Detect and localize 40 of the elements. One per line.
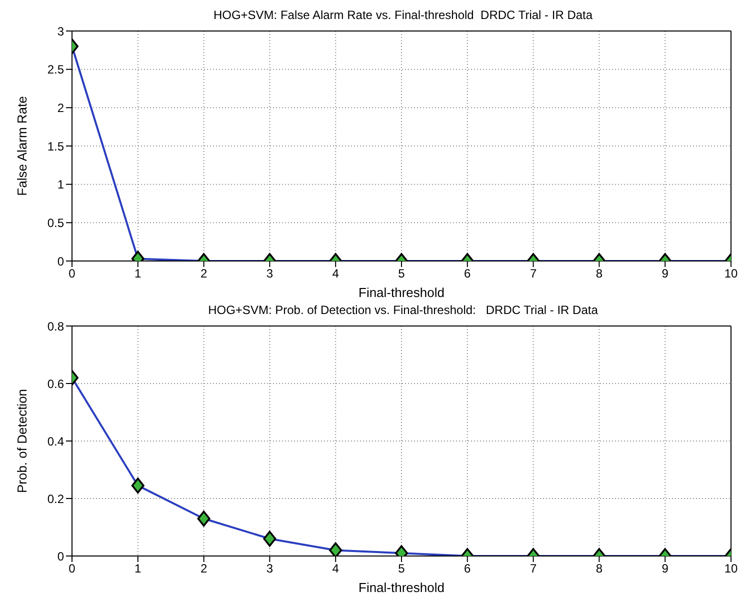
- y-tick-label: 1.5: [47, 139, 64, 154]
- x-tick-label: 3: [266, 266, 274, 281]
- x-tick-label: 9: [662, 266, 669, 281]
- y-tick-label: 1: [57, 178, 64, 192]
- x-tick-label: 2: [200, 266, 208, 281]
- x-tick-label: 0: [68, 266, 76, 281]
- y-tick-label: 0.6: [47, 376, 64, 391]
- x-tick-label: 1: [134, 266, 142, 281]
- y-tick-label: 3: [57, 24, 64, 38]
- y-tick-label: 0: [57, 549, 64, 564]
- y-tick-label: 0.5: [47, 216, 64, 230]
- x-axis-title: Final-threshold: [358, 580, 444, 595]
- x-tick-label: 0: [68, 562, 76, 576]
- x-tick-label: 7: [530, 562, 537, 576]
- x-tick-label: 8: [596, 266, 603, 281]
- x-tick-label: 8: [596, 562, 603, 576]
- chart-title: HOG+SVM: False Alarm Rate vs. Final-threshold DRDC Trial - IR Data: [212, 8, 594, 24]
- x-tick-label: 2: [200, 562, 208, 576]
- y-tick-label: 0.4: [47, 434, 64, 448]
- x-tick-label: 5: [398, 266, 406, 281]
- x-tick-label: 5: [398, 562, 406, 576]
- y-tick-label: 0.8: [47, 319, 64, 334]
- x-tick-label: 3: [266, 562, 274, 576]
- x-tick-label: 9: [662, 562, 669, 576]
- y-tick-label: 2: [57, 100, 64, 115]
- y-axis-title: False Alarm Rate: [14, 96, 30, 196]
- y-tick-label: 0: [57, 254, 64, 268]
- y-tick-label: 2.5: [47, 62, 64, 77]
- chart-title: HOG+SVM: Prob. of Detection vs. Final-threshold: DRDC Trial - IR Data: [207, 303, 599, 319]
- y-axis-title: Prob. of Detection: [14, 388, 30, 494]
- y-tick-label: 0.2: [47, 492, 64, 506]
- x-tick-label: 4: [332, 266, 340, 281]
- x-tick-label: 6: [464, 266, 472, 281]
- x-tick-label: 4: [332, 562, 340, 576]
- x-tick-label: 10: [724, 266, 738, 281]
- x-tick-label: 10: [724, 562, 738, 576]
- x-tick-label: 1: [134, 562, 142, 576]
- x-tick-label: 6: [464, 562, 472, 576]
- x-axis-title: Final-threshold: [358, 285, 444, 300]
- x-tick-label: 7: [530, 266, 537, 281]
